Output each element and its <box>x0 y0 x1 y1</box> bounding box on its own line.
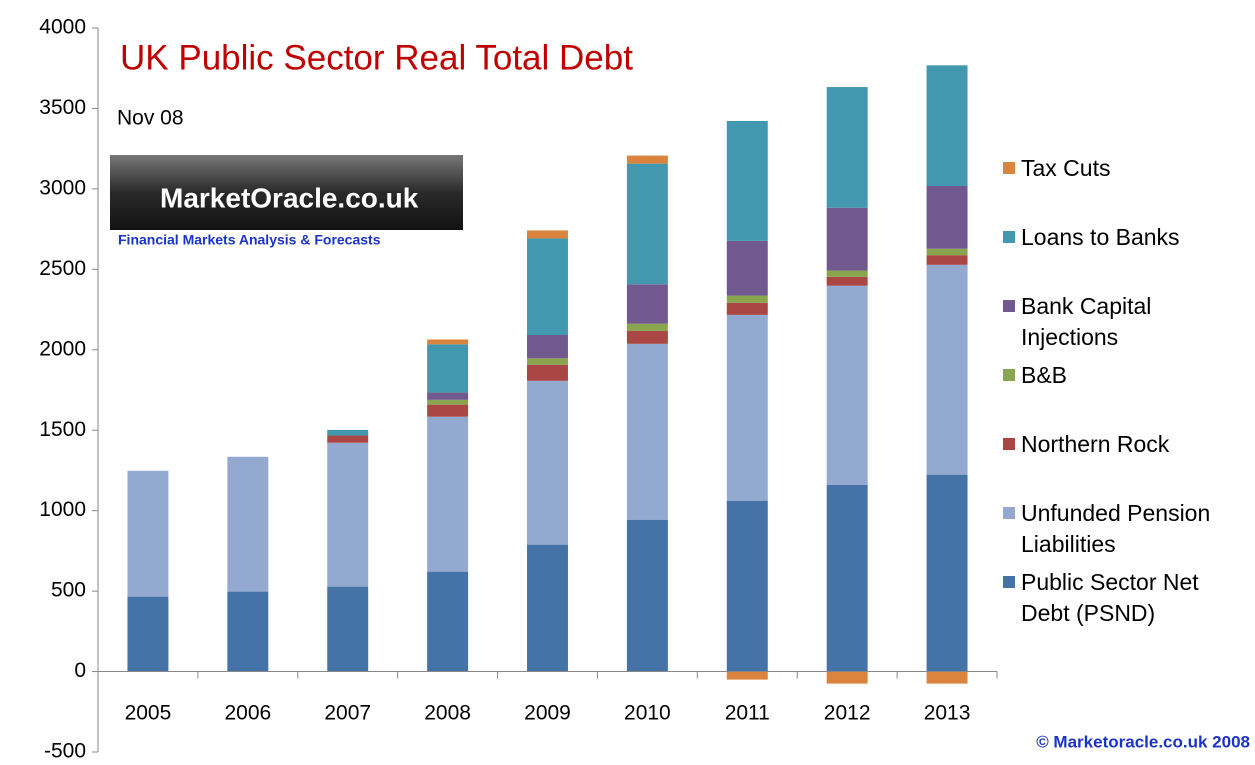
bar-segment <box>427 404 469 417</box>
bar-segment <box>826 484 868 672</box>
bar-segment <box>826 270 868 277</box>
bar-segment <box>726 314 768 501</box>
legend-swatch <box>1003 369 1015 381</box>
bar-segment <box>926 264 968 475</box>
x-tick-label: 2007 <box>324 702 371 725</box>
legend-label: B&B <box>1021 362 1068 388</box>
x-tick-label: 2011 <box>725 702 770 725</box>
bar-segment <box>626 323 668 331</box>
bar-segment <box>427 399 469 405</box>
bar-segment <box>626 284 668 324</box>
bar-segment <box>427 392 469 400</box>
legend-swatch <box>1003 300 1015 312</box>
logo-name: MarketOracle.co.uk <box>160 182 419 213</box>
x-tick-label: 2008 <box>424 702 471 725</box>
bar-segment <box>527 544 568 672</box>
bar-segment <box>826 87 868 208</box>
bar-segment <box>926 671 968 684</box>
bar-segment <box>427 339 469 345</box>
legend-swatch <box>1003 231 1015 243</box>
bar-segment <box>926 255 968 265</box>
y-tick-label: 4000 <box>39 16 86 39</box>
bar-segment <box>527 230 568 239</box>
legend-swatch <box>1003 438 1015 450</box>
bar-segment <box>926 248 968 256</box>
x-tick-label: 2006 <box>224 702 271 725</box>
bar-segment <box>327 429 369 436</box>
legend-label: Bank Capital Injections <box>1021 293 1152 350</box>
x-tick-label: 2005 <box>125 702 172 725</box>
bar-segment <box>527 238 568 335</box>
x-tick-label: 2010 <box>624 702 671 725</box>
bar-segment <box>427 344 469 393</box>
bar-segment <box>826 671 868 684</box>
logo-box <box>110 155 463 230</box>
bar-segment <box>726 295 768 303</box>
footer: © Marketoracle.co.uk 2008 <box>1036 732 1250 751</box>
bar-segment <box>527 358 568 365</box>
bar-segment <box>227 456 269 592</box>
legend-swatch <box>1003 576 1015 588</box>
y-tick-label: 2500 <box>39 257 86 280</box>
bar-segment <box>427 571 469 672</box>
bar-segment <box>626 330 668 344</box>
legend-label: Unfunded Pension Liabilities <box>1021 500 1211 557</box>
bar-segment <box>427 416 469 572</box>
bar-segment <box>127 596 169 672</box>
bar-segment <box>826 276 868 286</box>
y-tick-label: 2000 <box>39 337 86 360</box>
legend-label: Public Sector Net Debt (PSND) <box>1021 569 1199 626</box>
legend-swatch <box>1003 507 1015 519</box>
legend-label: Tax Cuts <box>1021 155 1111 181</box>
legend-swatch <box>1003 162 1015 174</box>
logo-strip <box>110 230 463 252</box>
bar-segment <box>626 155 668 164</box>
bar-segment <box>726 302 768 315</box>
y-tick-label: 0 <box>74 659 86 682</box>
bar-segment <box>327 435 369 443</box>
bar-segment <box>327 442 369 587</box>
bar-segment <box>227 591 269 672</box>
bar-segment <box>726 500 768 672</box>
bar-segment <box>527 364 568 381</box>
bar-segment <box>527 334 568 359</box>
y-tick-label: 3500 <box>39 96 86 119</box>
bar-segment <box>327 586 369 672</box>
bar-segment <box>527 380 568 545</box>
bar-segment <box>926 185 968 249</box>
y-tick-label: 3000 <box>39 176 86 199</box>
y-tick-label: 1000 <box>39 498 86 521</box>
bar-segment <box>626 519 668 672</box>
bar-segment <box>826 207 868 271</box>
bar-segment <box>626 163 668 285</box>
y-tick-label: 1500 <box>39 418 86 441</box>
chart-title: UK Public Sector Real Total Debt <box>120 38 633 77</box>
y-tick-label: -500 <box>44 740 86 763</box>
bar-segment <box>726 120 768 241</box>
bar-segment <box>726 671 768 680</box>
logo-tagline: Financial Markets Analysis & Forecasts <box>118 232 381 248</box>
legend-label: Northern Rock <box>1021 431 1170 457</box>
bar-segment <box>726 240 768 296</box>
legend-label: Loans to Banks <box>1021 224 1180 250</box>
x-tick-label: 2012 <box>824 702 871 725</box>
bar-segment <box>127 470 169 597</box>
bar-segment <box>626 343 668 520</box>
x-tick-label: 2009 <box>524 702 571 725</box>
bar-segment <box>926 474 968 672</box>
y-tick-label: 500 <box>51 579 86 602</box>
bar-segment <box>826 285 868 485</box>
chart-subtitle: Nov 08 <box>117 107 184 130</box>
x-tick-label: 2013 <box>924 702 971 725</box>
bar-segment <box>926 65 968 186</box>
